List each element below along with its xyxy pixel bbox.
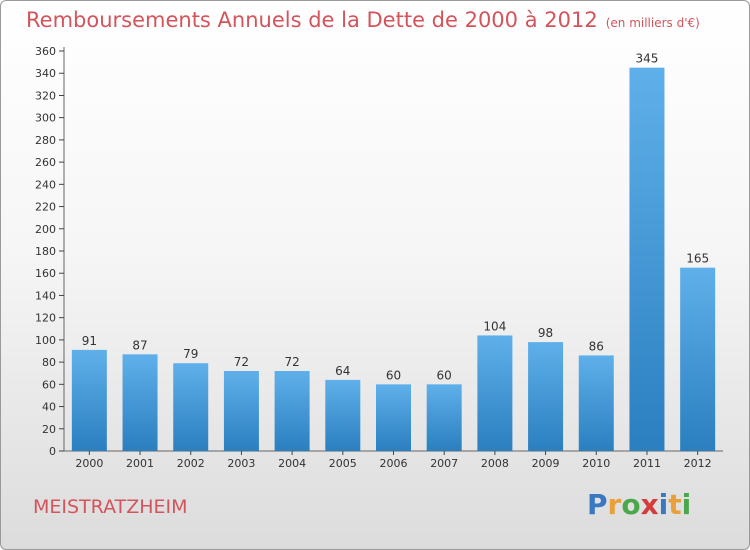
- logo-letter: o: [621, 488, 641, 521]
- y-tick-label: 200: [35, 223, 56, 236]
- bar-2009: [528, 342, 564, 451]
- logo-letter: x: [640, 488, 659, 521]
- data-labels: 91 87 79 72 72 64 60 60 104 98 86 345 165: [82, 52, 709, 383]
- bar-2004: [274, 371, 310, 451]
- x-tick-label: 2001: [126, 457, 154, 470]
- bar-2012: [680, 267, 716, 451]
- x-tick-label: 2005: [329, 457, 357, 470]
- data-label-2002: 79: [183, 347, 198, 361]
- bar-2001: [122, 354, 158, 451]
- y-tick-label: 220: [35, 201, 56, 214]
- x-tick-label: 2012: [684, 457, 712, 470]
- y-tick-label: 300: [35, 112, 56, 125]
- data-label-2001: 87: [132, 338, 147, 352]
- chart-title-text: Remboursements Annuels de la Dette de 20…: [26, 8, 598, 32]
- y-tick-label: 20: [42, 423, 56, 436]
- x-tick-label: 2011: [633, 457, 661, 470]
- x-tick-label: 2000: [75, 457, 103, 470]
- y-tick-label: 240: [35, 178, 56, 191]
- x-tick-label: 2004: [278, 457, 306, 470]
- data-label-2005: 64: [335, 364, 350, 378]
- data-label-2003: 72: [234, 355, 249, 369]
- bar-2005: [325, 379, 361, 451]
- logo-letter: i: [658, 488, 669, 521]
- bar-2002: [173, 363, 209, 451]
- y-tick-label: 120: [35, 312, 56, 325]
- x-tick-label: 2007: [430, 457, 458, 470]
- bar-2008: [477, 335, 513, 451]
- data-label-2011: 345: [636, 52, 659, 66]
- y-tick-label: 260: [35, 156, 56, 169]
- y-tick-label: 100: [35, 334, 56, 347]
- chart-subtitle: (en milliers d'€): [605, 16, 700, 30]
- logo-letter: i: [681, 488, 692, 521]
- bar-2000: [71, 349, 107, 451]
- y-tick-label: 180: [35, 245, 56, 258]
- y-tick-label: 280: [35, 134, 56, 147]
- x-tick-label: 2009: [532, 457, 560, 470]
- y-tick-label: 160: [35, 267, 56, 280]
- data-label-2006: 60: [386, 368, 401, 382]
- y-tick-label: 0: [49, 445, 56, 458]
- y-tick-label: 80: [42, 356, 56, 369]
- logo-letter: t: [668, 488, 682, 521]
- data-label-2008: 104: [483, 319, 506, 333]
- x-tick-label: 2008: [481, 457, 509, 470]
- bar-2007: [426, 384, 462, 451]
- proxiti-logo[interactable]: Proxiti: [587, 488, 691, 521]
- x-tick-label: 2006: [380, 457, 408, 470]
- y-tick-label: 320: [35, 89, 56, 102]
- data-label-2009: 98: [538, 326, 553, 340]
- bars: [71, 67, 716, 452]
- bar-2011: [629, 67, 665, 452]
- bar-2010: [578, 355, 614, 451]
- data-label-2004: 72: [284, 355, 299, 369]
- x-tick-label: 2003: [227, 457, 255, 470]
- y-tick-label: 340: [35, 67, 56, 80]
- y-tick-label: 60: [42, 378, 56, 391]
- data-label-2012: 165: [686, 252, 709, 266]
- axes: 0 20 40 60 80 100 120 140 160 180 200 220 240 260 280 3…: [35, 45, 723, 470]
- data-label-2000: 91: [82, 334, 97, 348]
- y-tick-label: 40: [42, 401, 56, 414]
- logo-letter: P: [587, 488, 608, 521]
- y-tick-label: 360: [35, 45, 56, 58]
- commune-name: MEISTRATZHEIM: [33, 496, 188, 518]
- logo-letter: r: [607, 488, 622, 521]
- data-label-2010: 86: [589, 339, 604, 353]
- x-tick-label: 2002: [177, 457, 205, 470]
- chart-title: Remboursements Annuels de la Dette de 20…: [26, 8, 700, 32]
- bar-2003: [223, 371, 259, 451]
- y-tick-label: 140: [35, 289, 56, 302]
- data-label-2007: 60: [437, 368, 452, 382]
- bar-2006: [376, 384, 411, 451]
- x-tick-label: 2010: [582, 457, 610, 470]
